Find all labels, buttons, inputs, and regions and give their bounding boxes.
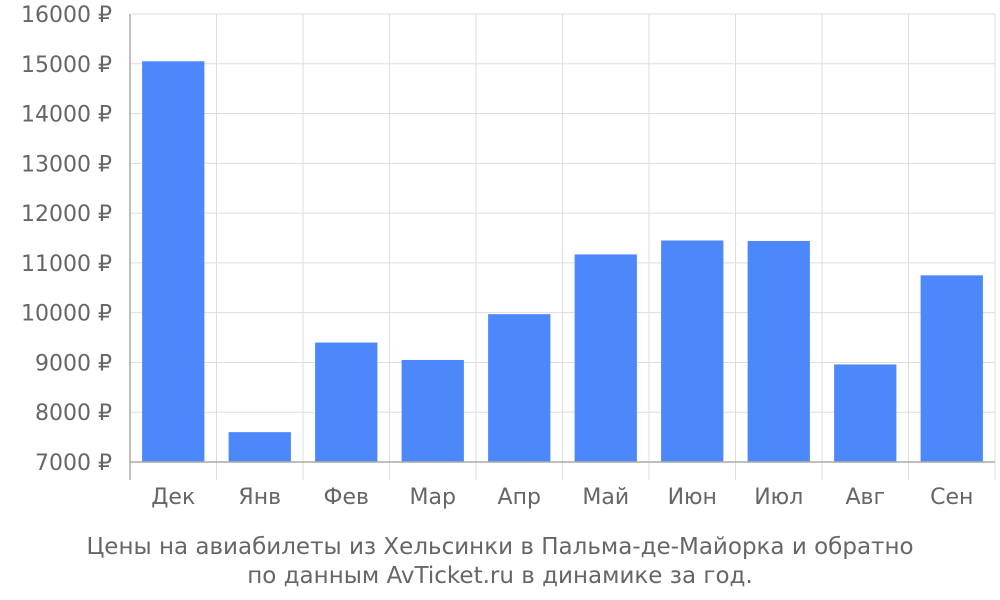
x-tick-label: Авг (845, 485, 885, 510)
y-tick-label: 11000 ₽ (21, 252, 112, 277)
bar (228, 432, 291, 462)
bar (315, 342, 378, 462)
bar (747, 240, 810, 462)
y-tick-label: 7000 ₽ (35, 451, 112, 476)
axes (129, 14, 995, 480)
bar (834, 364, 897, 462)
x-tick-label: Дек (151, 485, 195, 510)
bar (661, 240, 724, 462)
bar (574, 254, 637, 462)
bar (401, 359, 464, 462)
y-tick-labels: 7000 ₽ 8000 ₽ 9000 ₽ 10000 ₽ 11000 ₽ 12000 ₽ 1… (21, 3, 112, 476)
x-tick-label: Июл (754, 485, 803, 510)
y-tick-label: 8000 ₽ (35, 401, 112, 426)
x-tick-labels: Дек Янв Фев Мар Апр Май Июн Июл Авг Сен (151, 485, 973, 510)
x-tick-label: Июн (668, 485, 717, 510)
bar (488, 314, 551, 462)
x-tick-label: Янв (238, 485, 281, 510)
y-tick-label: 14000 ₽ (21, 103, 112, 128)
bar (920, 275, 983, 462)
y-tick-label: 10000 ₽ (21, 302, 112, 327)
x-tick-label: Сен (930, 485, 973, 510)
y-tick-label: 12000 ₽ (21, 202, 112, 227)
y-tick-label: 9000 ₽ (35, 351, 112, 376)
bar (142, 61, 205, 463)
x-tick-label: Фев (324, 485, 369, 510)
y-tick-label: 15000 ₽ (21, 53, 112, 78)
x-tick-label: Мар (410, 485, 456, 510)
bars (142, 61, 983, 463)
chart-caption-line-2: по данным AvTicket.ru в динамике за год. (247, 563, 753, 589)
chart-caption-line-1: Цены на авиабилеты из Хельсинки в Пальма… (86, 534, 914, 560)
y-tick-label: 13000 ₽ (21, 152, 112, 177)
x-tick-label: Май (582, 485, 629, 510)
x-tick-label: Апр (498, 485, 541, 510)
vertical-grid-lines (216, 14, 996, 480)
y-tick-label: 16000 ₽ (21, 3, 112, 28)
